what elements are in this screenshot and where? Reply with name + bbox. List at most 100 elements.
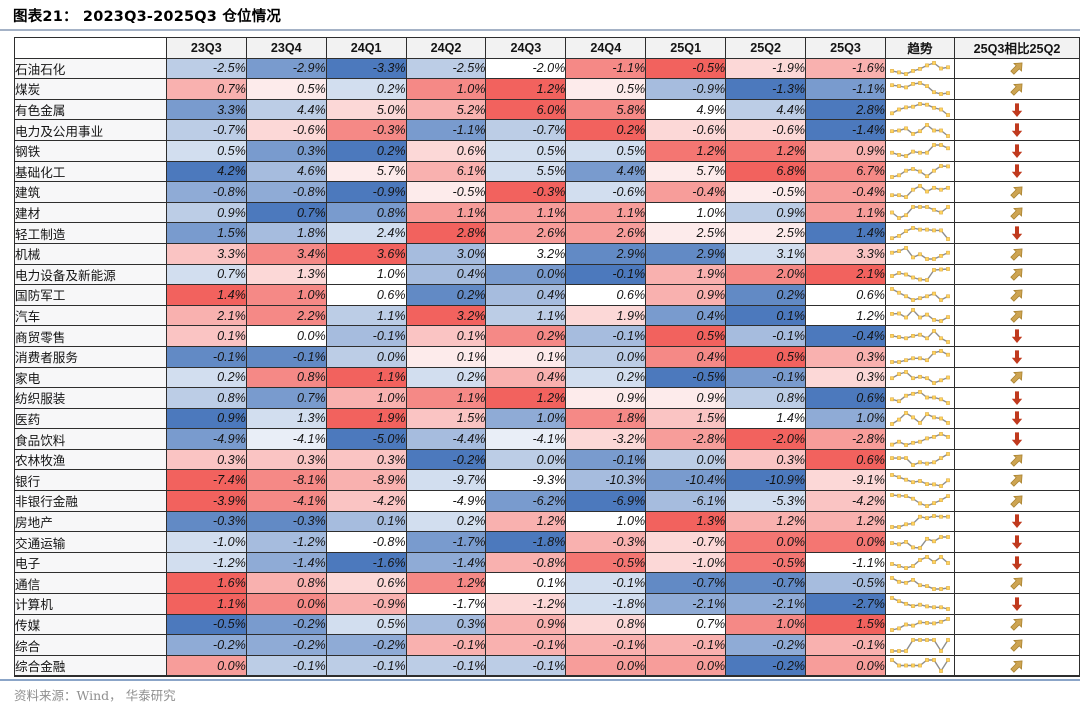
- value-cell: 3.6%: [325, 242, 407, 265]
- compare-cell: [953, 407, 1080, 430]
- value-cell: -9.1%: [805, 469, 886, 492]
- value-cell: 1.2%: [485, 78, 567, 100]
- value-cell: 0.2%: [405, 284, 487, 306]
- value-cell: 1.4%: [725, 407, 807, 430]
- value-cell: -2.1%: [725, 593, 807, 615]
- compare-cell: [953, 304, 1080, 327]
- industry-label: 汽车: [14, 304, 167, 327]
- value-cell: -0.1%: [805, 634, 886, 656]
- value-cell: 5.8%: [565, 98, 647, 121]
- table-row: 汽车 2.1% 2.2% 1.1% 3.2% 1.1% 1.9% 0.4% 0.1% 1.2%: [14, 304, 1080, 327]
- trend-cell: [884, 387, 955, 409]
- value-cell: 0.3%: [805, 366, 886, 389]
- col-header-25Q1: 25Q1: [645, 37, 727, 59]
- value-cell: 3.2%: [405, 304, 487, 327]
- table-row: 电子 -1.2% -1.4% -1.6% -1.4% -0.8% -0.5% -1.0% -0.…: [14, 551, 1080, 574]
- value-cell: 0.1%: [405, 325, 487, 347]
- value-cell: -1.7%: [405, 593, 487, 615]
- col-header-23Q4: 23Q4: [245, 37, 327, 59]
- compare-cell: [953, 387, 1080, 409]
- value-cell: 0.5%: [565, 78, 647, 100]
- trend-sparkline: [890, 61, 950, 76]
- value-cell: 4.9%: [645, 98, 727, 121]
- value-cell: 1.0%: [805, 407, 886, 430]
- value-cell: 2.8%: [805, 98, 886, 121]
- trend-sparkline: [890, 164, 950, 179]
- header-row: 23Q3 23Q4 24Q1 24Q2 24Q3 24Q4 25Q1 25Q2 25Q3 趋势 25…: [14, 37, 1080, 59]
- trend-cell: [884, 242, 955, 265]
- value-cell: -0.7%: [725, 572, 807, 595]
- trend-sparkline: [890, 266, 950, 282]
- table-row: 房地产 -0.3% -0.3% 0.1% 0.2% 1.2% 1.0% 1.3% 1.2% 1.2…: [14, 510, 1080, 533]
- trend-sparkline: [890, 81, 950, 97]
- value-cell: 0.7%: [245, 201, 327, 224]
- value-cell: 0.1%: [165, 325, 247, 347]
- value-cell: 2.1%: [165, 304, 247, 327]
- value-cell: -0.1%: [325, 325, 407, 347]
- table-row: 有色金属 3.3% 4.4% 5.0% 5.2% 6.0% 5.8% 4.9% 4.4% 2.8%: [14, 98, 1080, 121]
- value-cell: 0.8%: [165, 387, 247, 409]
- compare-cell: [953, 57, 1080, 80]
- down-arrow-icon: [1011, 226, 1023, 241]
- value-cell: -0.1%: [725, 325, 807, 347]
- trend-cell: [884, 201, 955, 224]
- table-row: 煤炭 0.7% 0.5% 0.2% 1.0% 1.2% 0.5% -0.9% -1.3% -1.1…: [14, 78, 1080, 100]
- table-row: 电力及公用事业 -0.7% -0.6% -0.3% -1.1% -0.7% 0.2% -0.6…: [14, 119, 1080, 141]
- value-cell: 2.6%: [565, 222, 647, 244]
- col-header-23Q3: 23Q3: [165, 37, 247, 59]
- down-arrow-icon: [1011, 350, 1023, 364]
- value-cell: 1.0%: [645, 201, 727, 224]
- value-cell: 1.3%: [245, 263, 327, 286]
- value-cell: 0.2%: [325, 139, 407, 162]
- figure-title: 图表21： 2023Q3-2025Q3 仓位情况: [13, 9, 282, 25]
- value-cell: -0.9%: [325, 181, 407, 203]
- table-row: 家电 0.2% 0.8% 1.1% 0.2% 0.4% 0.2% -0.5% -0.1% 0.3%: [14, 366, 1080, 389]
- industry-label: 国防军工: [14, 284, 167, 306]
- trend-sparkline: [890, 514, 950, 529]
- table-row: 交通运输 -1.0% -1.2% -0.8% -1.7% -1.8% -0.3% -0.7% 0…: [14, 531, 1080, 553]
- value-cell: 5.7%: [325, 160, 407, 183]
- table-row: 医药 0.9% 1.3% 1.9% 1.5% 1.0% 1.8% 1.5% 1.4% 1.0%: [14, 407, 1080, 430]
- value-cell: 1.1%: [485, 304, 567, 327]
- compare-cell: [953, 469, 1080, 492]
- value-cell: 1.9%: [645, 263, 727, 286]
- table-row: 建筑 -0.8% -0.8% -0.9% -0.5% -0.3% -0.6% -0.4% -0.…: [14, 181, 1080, 203]
- down-arrow-icon: [1011, 514, 1023, 529]
- table-header: 23Q3 23Q4 24Q1 24Q2 24Q3 24Q4 25Q1 25Q2 25Q3 趋势 25…: [14, 37, 1080, 59]
- value-cell: -1.7%: [405, 531, 487, 553]
- value-cell: -0.1%: [485, 634, 567, 656]
- down-arrow-icon: [1011, 535, 1023, 550]
- value-cell: -0.1%: [405, 634, 487, 656]
- industry-label: 交通运输: [14, 531, 167, 553]
- trend-cell: [884, 78, 955, 100]
- table-row: 电力设备及新能源 0.7% 1.3% 1.0% 0.4% 0.0% -0.1% 1.9% 2.0…: [14, 263, 1080, 286]
- compare-cell: [953, 98, 1080, 121]
- value-cell: -1.8%: [565, 593, 647, 615]
- compare-cell: [953, 572, 1080, 595]
- value-cell: 0.3%: [325, 448, 407, 471]
- industry-label: 计算机: [14, 593, 167, 615]
- value-cell: 0.0%: [565, 345, 647, 368]
- value-cell: 1.0%: [405, 78, 487, 100]
- value-cell: 2.0%: [725, 263, 807, 286]
- compare-cell: [953, 551, 1080, 574]
- trend-sparkline: [890, 205, 950, 220]
- value-cell: 0.2%: [325, 78, 407, 100]
- compare-cell: [953, 284, 1080, 306]
- value-cell: 0.6%: [805, 387, 886, 409]
- value-cell: 0.0%: [645, 448, 727, 471]
- value-cell: -1.0%: [645, 551, 727, 574]
- table-row: 综合 -0.2% -0.2% -0.2% -0.1% -0.1% -0.1% -0.1% -0.…: [14, 634, 1080, 656]
- value-cell: 0.4%: [645, 304, 727, 327]
- value-cell: -0.2%: [245, 613, 327, 636]
- industry-label: 通信: [14, 572, 167, 595]
- value-cell: 0.6%: [325, 284, 407, 306]
- value-cell: -2.5%: [165, 57, 247, 80]
- compare-cell: [953, 242, 1080, 265]
- trend-cell: [884, 572, 955, 595]
- value-cell: 1.2%: [805, 304, 886, 327]
- value-cell: 1.0%: [325, 263, 407, 286]
- trend-sparkline: [890, 472, 950, 488]
- value-cell: -2.8%: [645, 428, 727, 450]
- value-cell: 1.2%: [725, 139, 807, 162]
